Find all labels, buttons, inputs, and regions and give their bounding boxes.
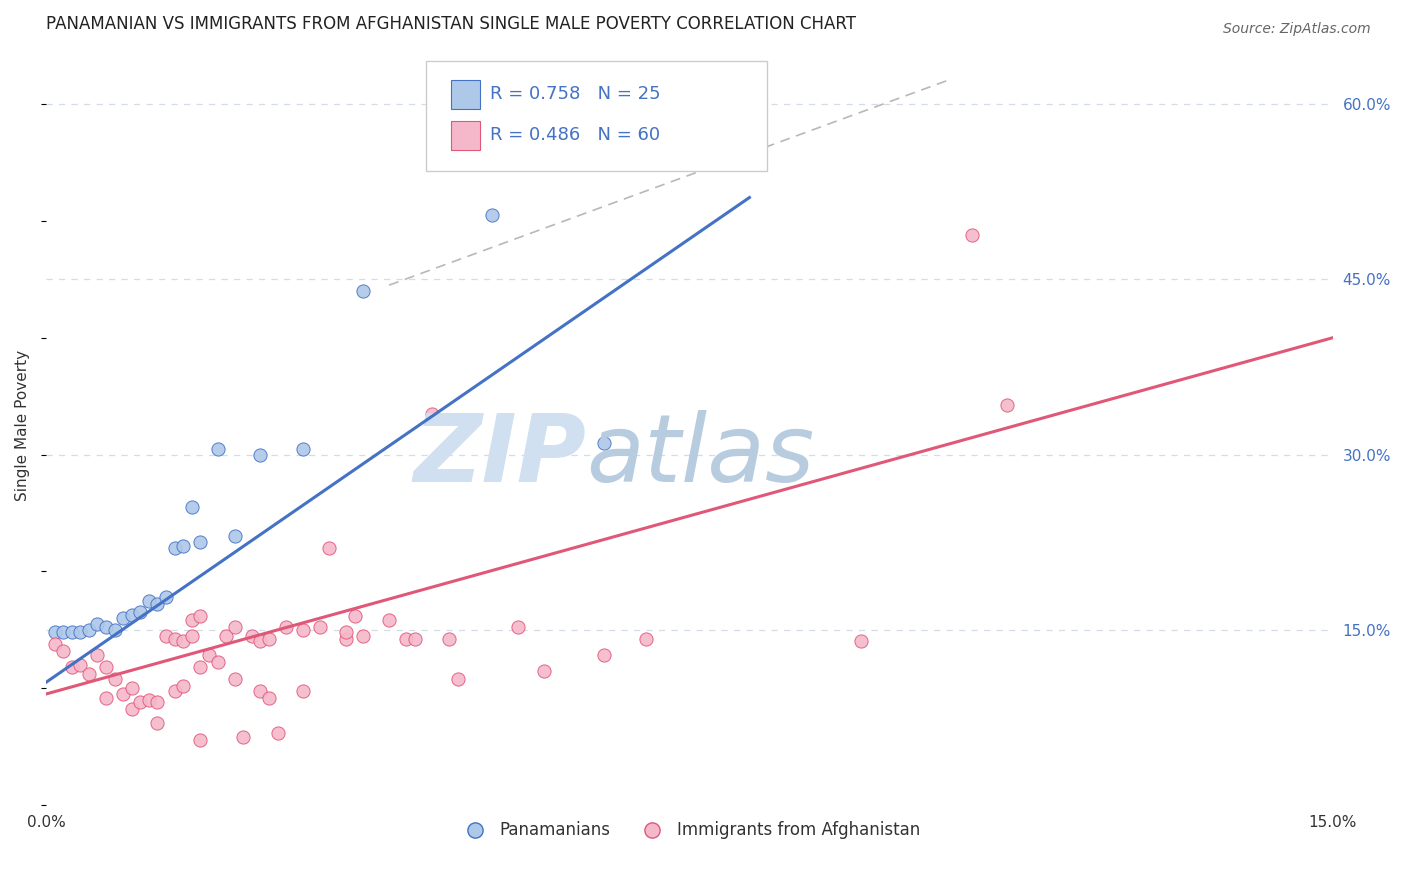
Point bbox=[335, 625, 357, 640]
Point bbox=[447, 672, 470, 686]
Point bbox=[292, 623, 315, 637]
Text: Source: ZipAtlas.com: Source: ZipAtlas.com bbox=[1223, 22, 1371, 37]
Point bbox=[378, 614, 401, 628]
Point bbox=[395, 632, 418, 647]
Point bbox=[163, 541, 186, 555]
Point bbox=[155, 629, 177, 643]
Point bbox=[138, 693, 160, 707]
Point bbox=[77, 623, 100, 637]
Point bbox=[224, 529, 246, 543]
Text: R = 0.758   N = 25: R = 0.758 N = 25 bbox=[489, 86, 661, 103]
FancyBboxPatch shape bbox=[451, 80, 479, 109]
Point bbox=[404, 632, 426, 647]
Point bbox=[94, 690, 117, 705]
Point bbox=[60, 660, 83, 674]
Point bbox=[94, 620, 117, 634]
Text: ZIP: ZIP bbox=[413, 409, 586, 501]
Point bbox=[292, 683, 315, 698]
Point bbox=[163, 683, 186, 698]
Point bbox=[112, 687, 135, 701]
Text: R = 0.486   N = 60: R = 0.486 N = 60 bbox=[489, 127, 659, 145]
Y-axis label: Single Male Poverty: Single Male Poverty bbox=[15, 350, 30, 501]
Point bbox=[112, 611, 135, 625]
Point bbox=[86, 648, 108, 663]
Point bbox=[180, 500, 202, 515]
Point bbox=[163, 632, 186, 647]
Point bbox=[146, 597, 169, 611]
Point bbox=[962, 227, 984, 242]
Point bbox=[636, 632, 658, 647]
Point bbox=[69, 625, 91, 640]
Point bbox=[437, 632, 460, 647]
Point bbox=[292, 442, 315, 456]
Point bbox=[276, 620, 298, 634]
Point bbox=[257, 632, 280, 647]
Point bbox=[343, 608, 366, 623]
Point bbox=[60, 625, 83, 640]
Point bbox=[420, 407, 443, 421]
Point bbox=[249, 683, 271, 698]
Point bbox=[335, 632, 357, 647]
Point bbox=[180, 614, 202, 628]
Point bbox=[44, 625, 66, 640]
Point bbox=[592, 435, 614, 450]
Point bbox=[190, 732, 212, 747]
Point bbox=[249, 634, 271, 648]
Point bbox=[309, 620, 332, 634]
Text: PANAMANIAN VS IMMIGRANTS FROM AFGHANISTAN SINGLE MALE POVERTY CORRELATION CHART: PANAMANIAN VS IMMIGRANTS FROM AFGHANISTA… bbox=[46, 15, 856, 33]
FancyBboxPatch shape bbox=[451, 120, 479, 150]
Point bbox=[172, 634, 194, 648]
Point bbox=[155, 590, 177, 604]
Point bbox=[180, 629, 202, 643]
Point bbox=[232, 731, 254, 745]
Point bbox=[86, 616, 108, 631]
Point bbox=[592, 648, 614, 663]
Point bbox=[104, 672, 127, 686]
Point bbox=[172, 539, 194, 553]
Point bbox=[146, 716, 169, 731]
Point bbox=[190, 608, 212, 623]
Point bbox=[77, 667, 100, 681]
Point bbox=[352, 629, 374, 643]
Point bbox=[249, 448, 271, 462]
Point bbox=[198, 648, 221, 663]
Point bbox=[146, 695, 169, 709]
Point bbox=[224, 672, 246, 686]
Point bbox=[506, 620, 529, 634]
Point bbox=[138, 593, 160, 607]
FancyBboxPatch shape bbox=[426, 61, 766, 171]
Point bbox=[104, 623, 127, 637]
Point bbox=[44, 637, 66, 651]
Point bbox=[207, 442, 229, 456]
Point bbox=[481, 208, 503, 222]
Point bbox=[318, 541, 340, 555]
Point bbox=[190, 535, 212, 549]
Point bbox=[94, 660, 117, 674]
Point bbox=[257, 690, 280, 705]
Point bbox=[52, 644, 75, 658]
Point bbox=[121, 607, 143, 622]
Point bbox=[52, 625, 75, 640]
Point bbox=[207, 656, 229, 670]
Legend: Panamanians, Immigrants from Afghanistan: Panamanians, Immigrants from Afghanistan bbox=[451, 814, 928, 846]
Point bbox=[240, 629, 263, 643]
Point bbox=[190, 660, 212, 674]
Point bbox=[266, 725, 288, 739]
Point bbox=[172, 679, 194, 693]
Point bbox=[995, 399, 1018, 413]
Point bbox=[121, 702, 143, 716]
Point bbox=[121, 681, 143, 696]
Point bbox=[69, 657, 91, 672]
Point bbox=[129, 605, 152, 619]
Point bbox=[849, 634, 872, 648]
Point bbox=[352, 284, 374, 298]
Point bbox=[224, 620, 246, 634]
Point bbox=[215, 629, 238, 643]
Point bbox=[129, 695, 152, 709]
Point bbox=[533, 664, 555, 678]
Text: atlas: atlas bbox=[586, 410, 814, 501]
